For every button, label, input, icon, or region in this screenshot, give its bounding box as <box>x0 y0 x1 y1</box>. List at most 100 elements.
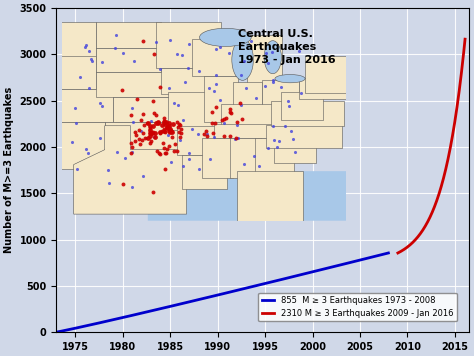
Point <box>160 120 168 125</box>
Point <box>128 149 136 155</box>
Polygon shape <box>0 22 96 64</box>
Point <box>146 125 154 131</box>
Point <box>98 59 106 64</box>
Point <box>149 123 156 129</box>
Point <box>210 134 218 140</box>
Point <box>177 135 184 140</box>
Point <box>168 130 176 135</box>
Point <box>128 105 136 111</box>
Point <box>220 120 228 125</box>
Point <box>151 130 159 136</box>
Point <box>161 129 168 134</box>
Point <box>165 85 173 91</box>
Point <box>200 131 208 137</box>
Point <box>252 95 260 101</box>
Point <box>167 159 174 165</box>
Polygon shape <box>113 97 177 122</box>
Point <box>169 121 176 127</box>
Point <box>118 87 126 93</box>
Point <box>163 125 171 131</box>
Point <box>185 150 192 156</box>
Point <box>151 134 159 140</box>
Point <box>141 135 149 141</box>
Point <box>165 128 173 134</box>
Point <box>149 98 156 104</box>
Point <box>282 123 289 129</box>
Point <box>139 111 147 117</box>
Polygon shape <box>202 138 233 178</box>
Point <box>162 122 169 127</box>
Point <box>73 120 80 126</box>
Point <box>162 120 170 125</box>
Point <box>142 136 150 141</box>
Point <box>255 163 263 169</box>
Point <box>140 173 147 178</box>
Polygon shape <box>177 126 220 155</box>
Point <box>134 96 141 102</box>
Point <box>165 123 173 129</box>
Point <box>220 116 228 121</box>
Point <box>177 126 184 132</box>
Point <box>218 117 226 123</box>
Point <box>131 138 139 143</box>
Point <box>292 149 299 155</box>
Point <box>69 139 76 145</box>
Point <box>238 116 246 121</box>
Point <box>132 130 139 135</box>
Point <box>150 110 158 116</box>
Point <box>213 46 220 52</box>
Polygon shape <box>156 22 221 68</box>
Point <box>165 120 173 126</box>
Point <box>150 134 158 140</box>
Polygon shape <box>221 104 287 126</box>
Point <box>145 135 152 141</box>
Polygon shape <box>53 122 105 169</box>
Point <box>140 122 148 127</box>
Polygon shape <box>237 171 303 221</box>
Point <box>156 66 164 72</box>
Point <box>194 131 201 137</box>
Point <box>166 129 173 135</box>
Point <box>164 132 172 137</box>
Point <box>236 100 244 106</box>
Point <box>180 163 187 169</box>
Point <box>180 117 187 123</box>
Point <box>161 150 168 155</box>
Polygon shape <box>192 39 244 76</box>
Point <box>205 85 212 90</box>
Polygon shape <box>262 80 299 110</box>
Polygon shape <box>247 35 282 83</box>
Point <box>81 44 89 50</box>
Point <box>184 65 191 71</box>
Point <box>173 51 181 57</box>
Point <box>161 166 168 172</box>
Point <box>168 134 175 139</box>
Point <box>234 119 241 125</box>
Point <box>167 128 175 134</box>
Point <box>147 138 155 144</box>
Point <box>167 126 174 131</box>
Point <box>163 150 170 156</box>
Point <box>130 58 137 64</box>
Point <box>152 112 160 118</box>
Point <box>287 129 295 134</box>
Point <box>146 127 154 133</box>
Point <box>128 145 136 150</box>
Point <box>226 134 234 139</box>
Point <box>97 100 104 106</box>
Point <box>175 121 182 127</box>
Point <box>160 115 167 121</box>
Point <box>156 151 164 156</box>
Point <box>128 184 135 189</box>
Point <box>147 130 155 136</box>
Point <box>220 134 228 139</box>
Point <box>264 145 272 151</box>
Polygon shape <box>168 92 225 130</box>
Point <box>135 136 143 142</box>
Point <box>165 143 173 148</box>
Polygon shape <box>230 138 261 178</box>
Point <box>171 101 178 106</box>
Polygon shape <box>182 155 227 189</box>
Point <box>158 128 166 134</box>
Polygon shape <box>266 125 342 148</box>
